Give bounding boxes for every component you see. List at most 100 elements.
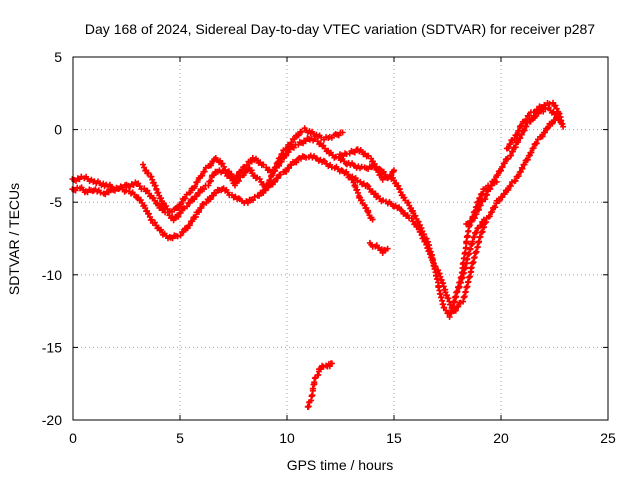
data-point	[265, 184, 272, 191]
data-point	[532, 109, 539, 116]
series-g	[304, 360, 335, 410]
data-point	[277, 155, 284, 161]
data-point	[184, 203, 190, 210]
data-point	[486, 213, 493, 220]
data-point	[232, 175, 239, 182]
x-tick-label: 20	[493, 430, 509, 446]
data-point	[496, 197, 503, 204]
data-point	[489, 209, 495, 215]
data-point	[203, 199, 210, 206]
data-point	[235, 172, 242, 179]
data-point	[186, 222, 193, 229]
data-point	[358, 197, 365, 204]
data-point	[178, 199, 185, 206]
x-tick-label: 25	[600, 430, 616, 446]
data-point	[480, 216, 487, 223]
data-point	[546, 100, 553, 107]
gridlines	[73, 57, 608, 420]
data-point	[250, 197, 256, 204]
data-point	[243, 162, 250, 169]
data-point	[339, 129, 346, 136]
data-point	[192, 183, 198, 190]
x-tick-label: 5	[176, 430, 184, 446]
data-point	[539, 133, 546, 140]
data-point	[508, 152, 515, 159]
data-point	[521, 161, 528, 168]
data-point	[205, 182, 212, 189]
data-point	[501, 191, 508, 198]
data-point	[155, 189, 162, 196]
plot-frame	[72, 56, 609, 421]
data-point	[533, 140, 540, 147]
data-point	[198, 204, 205, 211]
data-point	[518, 122, 525, 129]
data-point	[371, 160, 378, 167]
data-point	[174, 233, 181, 240]
data-point	[507, 141, 514, 147]
data-point	[170, 217, 177, 224]
series-e	[343, 168, 376, 223]
data-point	[270, 168, 277, 175]
data-point	[523, 116, 530, 123]
data-point	[519, 165, 526, 172]
data-point	[473, 211, 480, 218]
chart-title: Day 168 of 2024, Sidereal Day-to-day VTE…	[85, 21, 595, 37]
data-point	[208, 162, 214, 169]
data-point	[369, 216, 376, 223]
data-point	[285, 149, 292, 156]
data-point	[395, 182, 402, 189]
data-point	[452, 307, 459, 314]
data-point	[148, 216, 155, 223]
data-point	[505, 186, 512, 193]
data-point	[220, 163, 227, 170]
data-point	[238, 168, 245, 175]
data-point	[196, 189, 203, 196]
data-point	[201, 168, 208, 175]
data-point	[455, 303, 462, 310]
data-point	[232, 182, 238, 189]
data-point	[146, 210, 152, 217]
data-point	[228, 171, 235, 178]
data-point	[487, 186, 494, 193]
x-tick-label: 10	[279, 430, 295, 446]
data-point	[549, 120, 556, 127]
data-point	[530, 145, 537, 152]
data-point	[414, 223, 421, 230]
data-point	[290, 144, 297, 151]
data-point	[482, 196, 489, 202]
data-point	[256, 192, 263, 199]
data-point	[521, 127, 528, 134]
data-point	[388, 172, 395, 179]
data-point	[552, 102, 559, 109]
data-point	[498, 167, 504, 174]
data-point	[423, 241, 430, 248]
data-point	[545, 124, 552, 131]
data-point	[235, 195, 242, 202]
data-point	[396, 186, 403, 193]
data-point	[499, 164, 506, 171]
data-point	[213, 190, 219, 196]
series-h	[450, 216, 487, 306]
data-point	[553, 105, 560, 112]
data-point	[196, 208, 202, 215]
data-point	[493, 178, 500, 185]
data-point	[507, 182, 514, 189]
data-point	[527, 118, 534, 125]
data-point	[468, 218, 475, 225]
data-point	[515, 173, 522, 179]
data-point	[511, 136, 518, 142]
data-point	[484, 191, 490, 198]
data-point	[422, 238, 429, 245]
data-point	[274, 159, 281, 166]
y-tick-label: -20	[42, 412, 62, 428]
data-point	[186, 199, 193, 206]
data-point	[140, 161, 146, 168]
data-point	[244, 199, 251, 206]
data-point	[517, 135, 524, 141]
data-point	[408, 215, 415, 222]
data-point	[377, 171, 384, 178]
data-point	[184, 225, 191, 232]
x-tick-label: 15	[386, 430, 402, 446]
data-point	[412, 212, 419, 219]
data-point	[320, 157, 327, 164]
